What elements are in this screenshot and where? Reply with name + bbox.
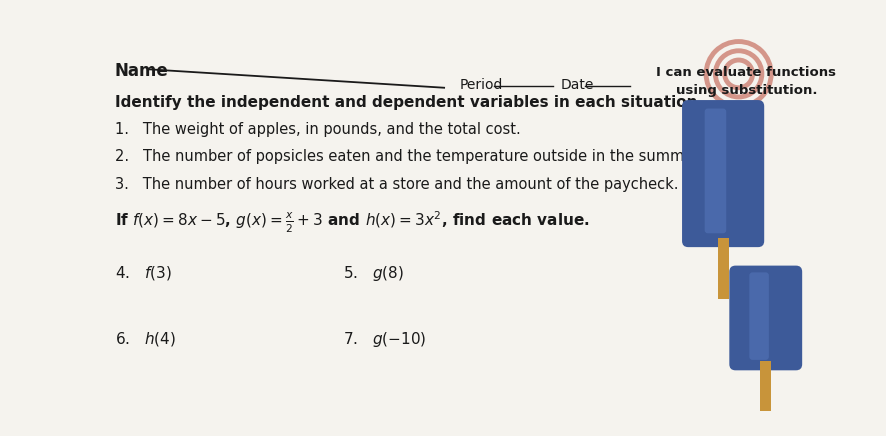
Text: 3.   The number of hours worked at a store and the amount of the paycheck.: 3. The number of hours worked at a store… [114, 177, 678, 192]
FancyBboxPatch shape [728, 266, 801, 370]
Text: 7.   $g(-10)$: 7. $g(-10)$ [343, 330, 426, 348]
Text: Identify the independent and dependent variables in each situation.: Identify the independent and dependent v… [114, 95, 702, 110]
Bar [717, 238, 727, 300]
Text: If $f(x) = 8x - 5$, $g(x) = \frac{x}{2} + 3$ and $h(x) = 3x^2$, find each value.: If $f(x) = 8x - 5$, $g(x) = \frac{x}{2} … [114, 210, 589, 235]
FancyBboxPatch shape [681, 100, 764, 247]
Text: 5.   $g(8)$: 5. $g(8)$ [343, 264, 404, 283]
Text: 2.   The number of popsicles eaten and the temperature outside in the summer.: 2. The number of popsicles eaten and the… [114, 149, 702, 164]
Bar [759, 361, 770, 411]
FancyBboxPatch shape [749, 272, 768, 360]
Text: I can evaluate functions
using substitution.: I can evaluate functions using substitut… [656, 66, 835, 97]
Text: 6.   $h(4)$: 6. $h(4)$ [114, 330, 175, 347]
FancyBboxPatch shape [703, 109, 726, 233]
Text: Period: Period [459, 78, 502, 92]
Text: Name: Name [114, 61, 168, 79]
Text: 4.   $f(3)$: 4. $f(3)$ [114, 264, 171, 282]
Text: 1.   The weight of apples, in pounds, and the total cost.: 1. The weight of apples, in pounds, and … [114, 122, 520, 136]
Text: Date: Date [560, 78, 593, 92]
